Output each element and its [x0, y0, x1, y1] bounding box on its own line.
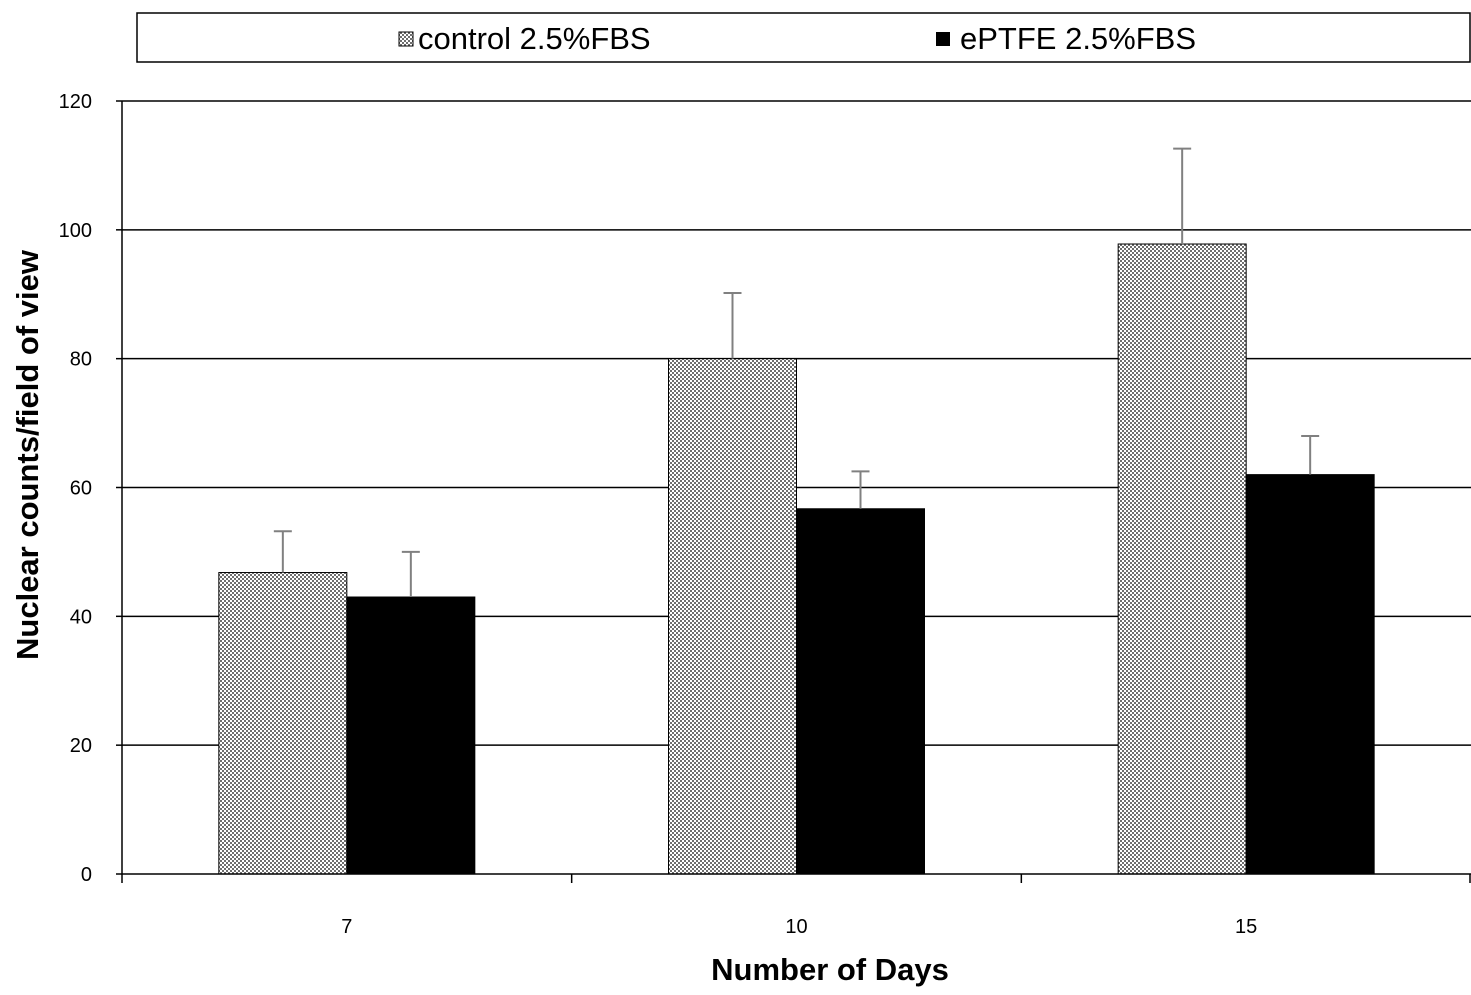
y-tick-label: 20 [70, 735, 92, 757]
bar-eptfe-10 [796, 508, 925, 875]
y-tick-label: 80 [70, 349, 92, 371]
bar-eptfe-15 [1245, 474, 1375, 875]
y-tick-label: 40 [70, 606, 92, 628]
legend-box [136, 12, 1471, 63]
y-axis-title: Nuclear counts/field of view [10, 249, 45, 660]
y-tick-label: 0 [81, 864, 92, 886]
x-axis-title: Number of Days [711, 952, 949, 987]
x-tick-label: 10 [785, 916, 807, 938]
x-tick-label: 7 [341, 916, 352, 938]
x-axis-ticks: 7 10 15 [121, 874, 1471, 938]
legend: control 2.5%FBS ePTFE 2.5%FBS [136, 12, 1471, 63]
legend-swatch-eptfe [936, 32, 950, 46]
y-tick-label: 60 [70, 478, 92, 500]
error-bars [273, 147, 1320, 598]
bar-control-15 [1117, 243, 1247, 875]
legend-swatch-control [398, 31, 414, 47]
y-tick-label: 100 [59, 220, 92, 242]
bar-eptfe-7 [346, 596, 476, 875]
legend-label-eptfe: ePTFE 2.5%FBS [960, 21, 1196, 56]
bars [218, 243, 1375, 875]
bar-control-10 [668, 358, 797, 875]
y-tick-label: 120 [59, 91, 92, 113]
x-tick-label: 15 [1235, 916, 1257, 938]
y-axis-ticks: 0 20 40 60 80 100 120 [59, 91, 122, 886]
legend-label-control: control 2.5%FBS [418, 21, 651, 56]
bar-control-7 [218, 572, 348, 875]
